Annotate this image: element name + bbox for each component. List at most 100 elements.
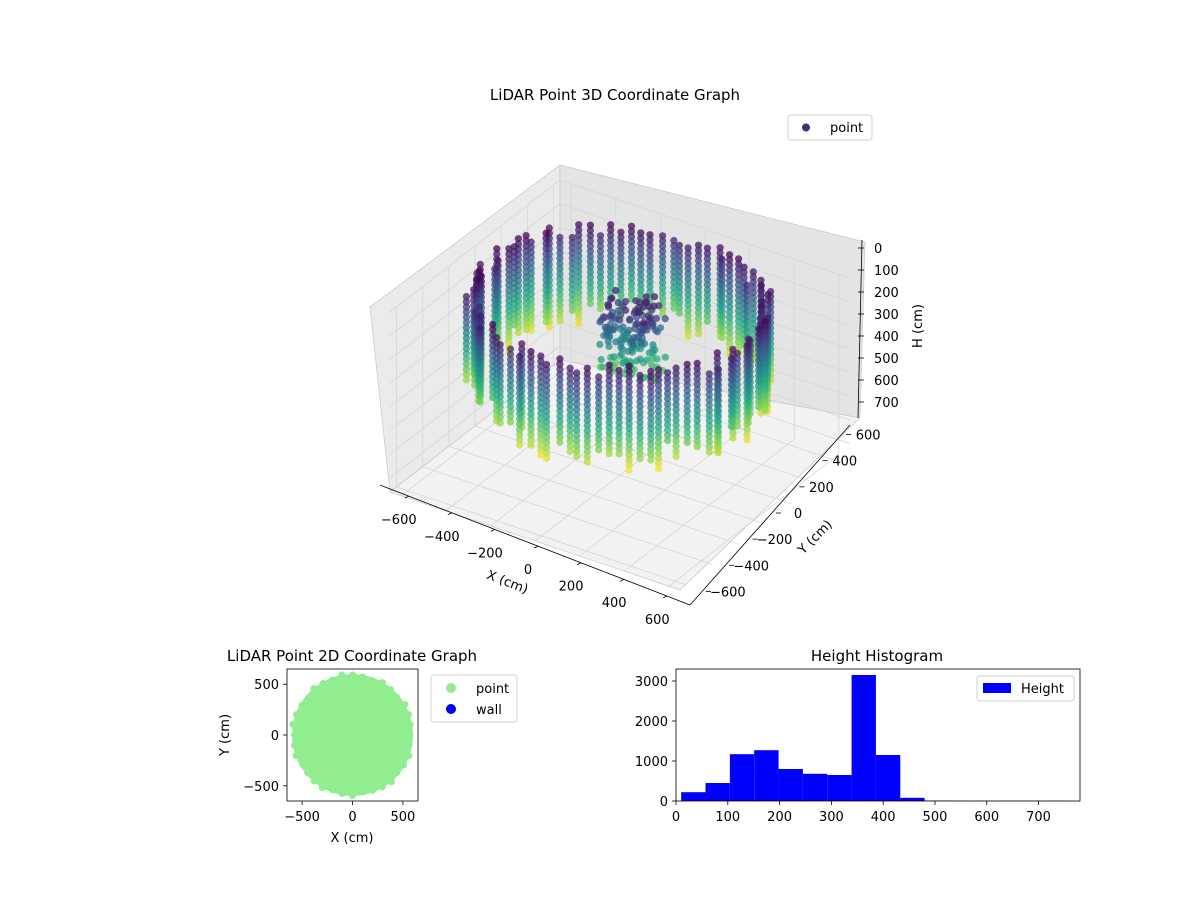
point-marker — [647, 430, 655, 438]
point-marker — [694, 298, 703, 307]
point-marker — [605, 439, 613, 447]
point-marker — [705, 391, 713, 399]
point-marker — [615, 372, 623, 380]
point-marker — [543, 418, 551, 426]
point-marker — [654, 376, 663, 384]
point-marker — [749, 320, 757, 328]
point-marker — [675, 283, 684, 291]
point-marker — [718, 281, 726, 289]
point-marker — [743, 368, 751, 376]
point-marker — [636, 355, 644, 363]
point-marker — [290, 741, 298, 749]
point-marker — [462, 334, 470, 342]
point-marker — [527, 410, 535, 418]
point-marker — [537, 404, 545, 412]
point-marker — [654, 412, 663, 421]
point-marker — [522, 320, 530, 328]
point-marker — [703, 281, 712, 289]
point-marker — [636, 371, 644, 379]
point-marker — [583, 437, 591, 445]
point-marker — [596, 284, 605, 292]
point-marker — [749, 289, 757, 297]
point-marker — [617, 244, 625, 252]
point-marker — [693, 370, 701, 378]
point-marker — [693, 359, 701, 367]
point-marker — [462, 308, 470, 316]
point-marker — [568, 233, 576, 242]
point-marker — [703, 265, 712, 273]
point-marker — [637, 281, 645, 289]
point-marker — [743, 347, 751, 355]
point-marker — [573, 426, 581, 434]
point-marker — [329, 786, 337, 794]
point-marker — [471, 308, 479, 316]
point-marker — [654, 454, 663, 462]
point-marker — [607, 236, 615, 244]
point-marker — [556, 371, 564, 379]
point-marker — [694, 314, 703, 322]
point-marker — [636, 397, 644, 405]
histogram-bar — [875, 755, 901, 801]
point-marker — [543, 371, 551, 379]
point-marker — [527, 400, 535, 408]
point-marker — [632, 297, 640, 305]
point-marker — [645, 316, 654, 324]
point-marker — [556, 259, 564, 268]
point-marker — [718, 276, 726, 284]
point-marker — [605, 408, 613, 416]
point-marker — [694, 288, 703, 296]
z-tick-label: 200 — [874, 286, 899, 301]
point-marker — [761, 339, 769, 347]
point-marker — [743, 384, 751, 392]
point-marker — [543, 387, 551, 395]
point-marker — [522, 315, 530, 323]
point-marker — [378, 783, 386, 791]
point-marker — [735, 312, 743, 320]
point-marker — [729, 429, 737, 437]
point-marker — [694, 319, 703, 327]
x-tick-mark — [576, 562, 582, 565]
point-marker — [583, 411, 591, 419]
point-marker — [735, 328, 743, 336]
point-marker — [491, 281, 499, 289]
point-marker — [735, 286, 743, 294]
point-marker — [755, 392, 763, 401]
point-marker — [615, 387, 623, 395]
point-marker — [472, 276, 481, 284]
point-marker — [633, 320, 641, 328]
point-marker — [661, 315, 669, 323]
point-marker — [617, 280, 625, 288]
point-marker — [672, 437, 680, 445]
point-marker — [338, 671, 346, 679]
point-marker — [727, 396, 736, 404]
point-marker — [705, 406, 713, 414]
grid-line — [474, 425, 766, 525]
point-marker — [703, 260, 712, 268]
point-marker — [693, 427, 701, 435]
point-marker — [462, 324, 470, 332]
point-marker — [537, 451, 545, 459]
point-marker — [743, 425, 751, 433]
point-marker — [670, 252, 678, 260]
point-marker — [703, 255, 712, 263]
point-marker — [740, 263, 748, 271]
point-marker — [649, 341, 657, 349]
point-marker — [575, 252, 583, 260]
point-marker — [637, 260, 645, 268]
point-marker — [761, 323, 769, 331]
point-marker — [672, 390, 680, 398]
point-marker — [607, 241, 615, 250]
point-marker — [735, 255, 743, 263]
point-marker — [749, 330, 757, 338]
point-marker — [527, 368, 535, 376]
point-marker — [735, 343, 743, 351]
point-marker — [659, 268, 667, 276]
point-marker — [586, 268, 595, 276]
point-marker — [496, 408, 504, 416]
2d-scatter-panel: LiDAR Point 2D Coordinate Graph −500 0 500… — [218, 647, 518, 846]
point-marker — [568, 291, 576, 299]
point-marker — [304, 694, 312, 702]
point-marker — [672, 442, 680, 450]
point-marker — [476, 367, 484, 375]
point-marker — [522, 268, 530, 276]
